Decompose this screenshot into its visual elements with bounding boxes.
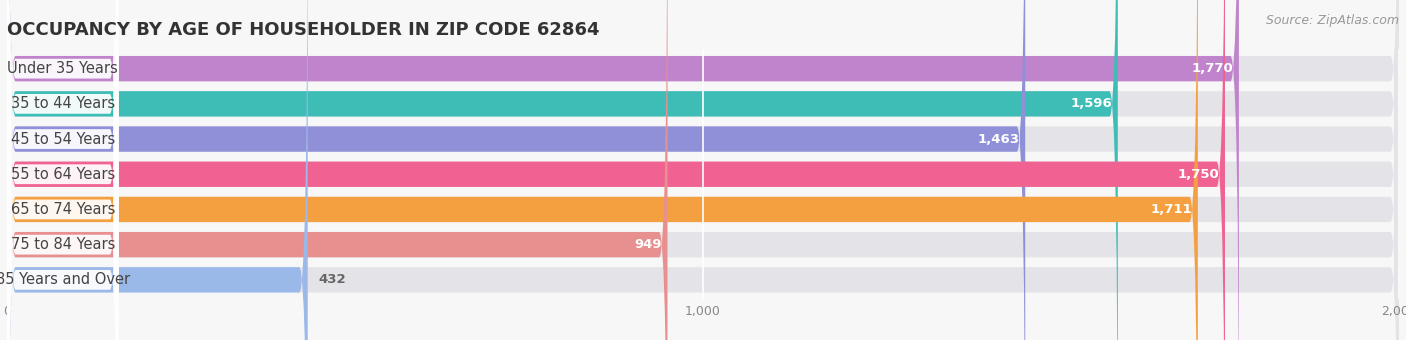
Text: 1,770: 1,770 <box>1191 62 1233 75</box>
FancyBboxPatch shape <box>7 0 1399 340</box>
Text: Under 35 Years: Under 35 Years <box>7 61 118 76</box>
FancyBboxPatch shape <box>7 0 1399 340</box>
FancyBboxPatch shape <box>7 0 1399 340</box>
FancyBboxPatch shape <box>7 0 308 340</box>
FancyBboxPatch shape <box>7 0 1399 340</box>
Text: 432: 432 <box>318 273 346 286</box>
Text: 1,596: 1,596 <box>1070 97 1112 110</box>
Text: 55 to 64 Years: 55 to 64 Years <box>11 167 115 182</box>
FancyBboxPatch shape <box>7 0 1239 340</box>
FancyBboxPatch shape <box>7 0 118 340</box>
Text: 65 to 74 Years: 65 to 74 Years <box>10 202 115 217</box>
Text: 1,463: 1,463 <box>977 133 1019 146</box>
FancyBboxPatch shape <box>7 0 668 340</box>
FancyBboxPatch shape <box>7 0 1118 340</box>
FancyBboxPatch shape <box>7 0 118 340</box>
FancyBboxPatch shape <box>7 0 1399 340</box>
Text: 75 to 84 Years: 75 to 84 Years <box>10 237 115 252</box>
FancyBboxPatch shape <box>7 0 1198 340</box>
Text: 45 to 54 Years: 45 to 54 Years <box>11 132 115 147</box>
Text: 85 Years and Over: 85 Years and Over <box>0 272 129 287</box>
Text: 949: 949 <box>634 238 662 251</box>
FancyBboxPatch shape <box>7 0 1225 340</box>
Text: OCCUPANCY BY AGE OF HOUSEHOLDER IN ZIP CODE 62864: OCCUPANCY BY AGE OF HOUSEHOLDER IN ZIP C… <box>7 21 599 39</box>
FancyBboxPatch shape <box>7 0 118 340</box>
FancyBboxPatch shape <box>7 0 1399 340</box>
Text: 35 to 44 Years: 35 to 44 Years <box>11 96 115 112</box>
FancyBboxPatch shape <box>7 0 118 340</box>
Text: 1,750: 1,750 <box>1178 168 1219 181</box>
Text: Source: ZipAtlas.com: Source: ZipAtlas.com <box>1265 14 1399 27</box>
FancyBboxPatch shape <box>7 0 118 340</box>
FancyBboxPatch shape <box>7 0 118 340</box>
Text: 1,711: 1,711 <box>1150 203 1192 216</box>
FancyBboxPatch shape <box>7 0 1025 340</box>
FancyBboxPatch shape <box>7 0 118 340</box>
FancyBboxPatch shape <box>7 0 1399 340</box>
